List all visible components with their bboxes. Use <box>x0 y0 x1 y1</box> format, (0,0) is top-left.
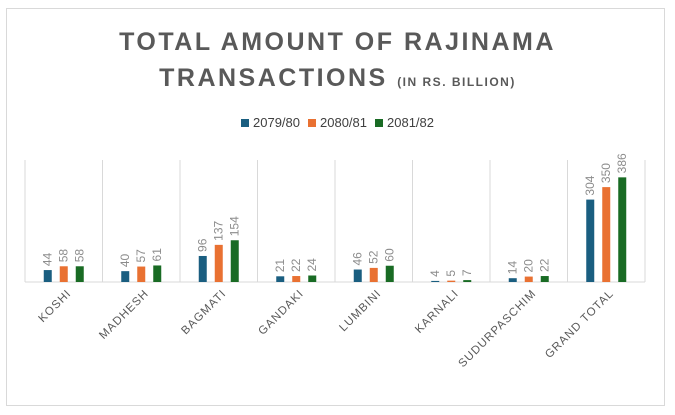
bar-2080-81-koshi <box>59 266 68 282</box>
data-label: 14 <box>506 261 520 275</box>
legend-item-2079-80: 2079/80 <box>241 115 300 130</box>
data-label: 20 <box>522 259 536 273</box>
data-label: 96 <box>196 238 210 252</box>
data-label: 386 <box>615 153 629 173</box>
chart-subtitle-line: TRANSACTIONS (IN RS. BILLION) <box>0 64 675 93</box>
data-label: 58 <box>57 249 71 263</box>
x-tick-label: KOSHI <box>37 288 74 325</box>
bar-2080-81-grand-total <box>602 187 611 282</box>
bar-2079-80-madhesh <box>121 271 130 282</box>
data-label: 57 <box>134 249 148 263</box>
bar-2079-80-gandaki <box>276 276 285 282</box>
data-label: 44 <box>41 252 55 266</box>
bar-2080-81-madhesh <box>137 266 146 282</box>
legend-label: 2080/81 <box>320 115 367 130</box>
x-tick-label: KARNALI <box>413 288 461 336</box>
data-label: 137 <box>212 221 226 241</box>
bar-2079-80-karnali <box>431 280 440 282</box>
data-label: 52 <box>367 250 381 264</box>
data-label: 304 <box>583 175 597 195</box>
chart-title-line2: TRANSACTIONS <box>159 64 398 92</box>
data-label: 46 <box>351 252 365 266</box>
data-label: 22 <box>538 258 552 272</box>
legend-swatch <box>241 119 249 127</box>
bar-2081-82-grand-total <box>618 177 627 282</box>
bar-2079-80-koshi <box>43 270 52 282</box>
bar-2079-80-lumbini <box>353 269 362 282</box>
legend-item-2080-81: 2080/81 <box>308 115 367 130</box>
legend-swatch <box>375 119 383 127</box>
chart-frame <box>6 8 665 406</box>
data-label: 154 <box>228 216 242 236</box>
bar-2080-81-sudurpaschim <box>524 276 533 282</box>
data-label: 350 <box>599 163 613 183</box>
x-tick-label: MADHESH <box>97 288 151 342</box>
bar-2080-81-bagmati <box>214 244 223 282</box>
bar-2081-82-gandaki <box>308 275 317 282</box>
bar-2081-82-koshi <box>75 266 84 282</box>
chart-subtitle: (IN RS. BILLION) <box>397 75 516 89</box>
chart-title: TOTAL AMOUNT OF RAJINAMA <box>119 28 556 56</box>
legend-label: 2079/80 <box>253 115 300 130</box>
bar-2081-82-lumbini <box>385 265 394 282</box>
bar-2079-80-sudurpaschim <box>508 278 517 282</box>
x-tick-label: GRAND TOTAL <box>543 288 616 361</box>
x-tick-label: LUMBINI <box>337 288 383 334</box>
data-label: 61 <box>150 248 164 262</box>
x-tick-label: SUDURPASCHIM <box>457 288 539 370</box>
x-tick-label: BAGMATI <box>179 288 228 337</box>
data-label: 58 <box>73 249 87 263</box>
bar-2079-80-bagmati <box>198 255 207 282</box>
legend-item-2081-82: 2081/82 <box>375 115 434 130</box>
bar-2081-82-madhesh <box>153 265 162 282</box>
data-label: 60 <box>383 248 397 262</box>
bar-2080-81-lumbini <box>369 267 378 282</box>
legend-label: 2081/82 <box>387 115 434 130</box>
data-label: 40 <box>118 253 132 267</box>
data-label: 22 <box>289 258 303 272</box>
bar-2079-80-grand-total <box>586 199 595 282</box>
data-label: 21 <box>273 259 287 273</box>
data-label: 24 <box>305 258 319 272</box>
data-label: 7 <box>460 269 474 276</box>
x-tick-label: GANDAKI <box>256 288 306 338</box>
bar-2080-81-karnali <box>447 280 456 282</box>
bar-2081-82-sudurpaschim <box>540 276 549 282</box>
bar-2081-82-karnali <box>463 280 472 282</box>
legend-swatch <box>308 119 316 127</box>
data-label: 4 <box>428 270 442 277</box>
legend: 2079/80 2080/81 2081/82 <box>0 115 675 130</box>
bar-2081-82-bagmati <box>230 240 239 282</box>
bar-2080-81-gandaki <box>292 276 301 282</box>
data-label: 5 <box>444 270 458 277</box>
